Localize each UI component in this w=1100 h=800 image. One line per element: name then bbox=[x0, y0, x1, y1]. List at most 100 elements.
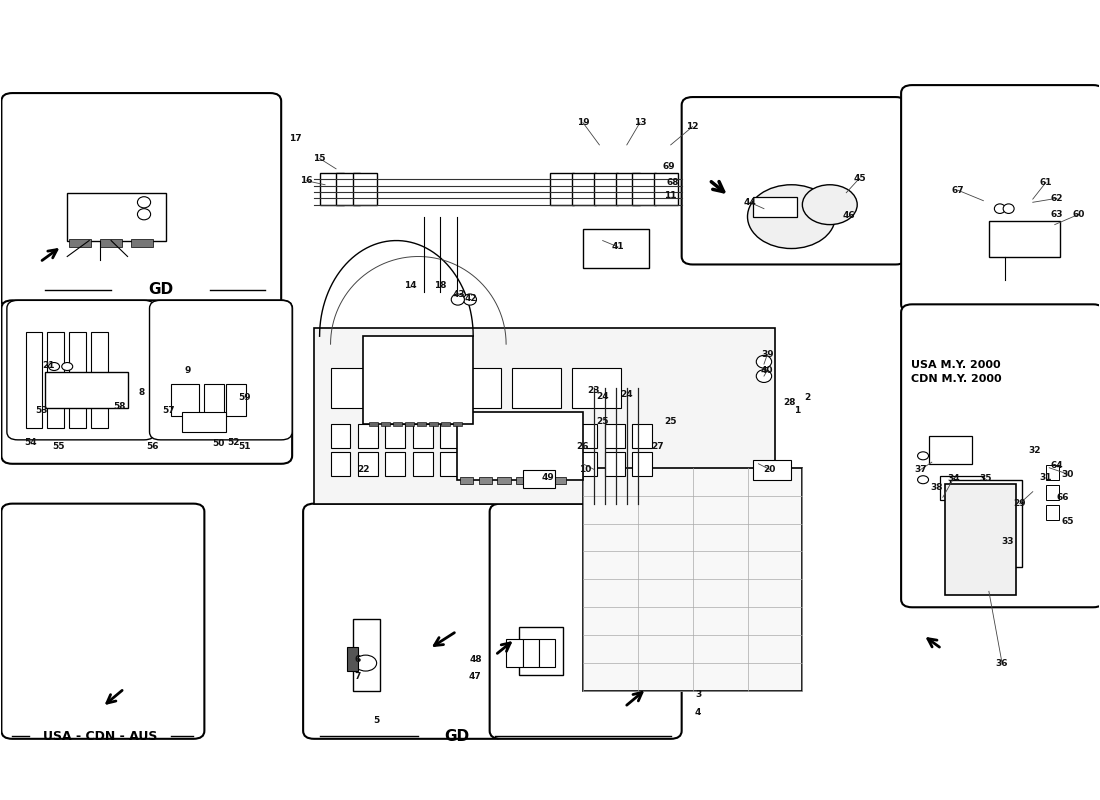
Text: 48: 48 bbox=[469, 654, 482, 663]
Text: 1: 1 bbox=[794, 406, 800, 415]
Bar bbox=[451, 368, 501, 408]
Bar bbox=[539, 639, 556, 667]
Bar bbox=[315, 328, 774, 504]
Bar bbox=[550, 452, 570, 476]
Bar bbox=[632, 452, 652, 476]
Bar bbox=[47, 332, 64, 428]
Text: 6: 6 bbox=[355, 654, 361, 663]
FancyBboxPatch shape bbox=[901, 304, 1100, 607]
Bar bbox=[205, 384, 224, 416]
Bar bbox=[385, 452, 405, 476]
Bar bbox=[393, 422, 402, 426]
Text: 58: 58 bbox=[113, 402, 127, 411]
Bar bbox=[754, 197, 796, 217]
Bar bbox=[131, 239, 153, 247]
Bar bbox=[522, 424, 542, 448]
Text: 61: 61 bbox=[1040, 178, 1053, 187]
Ellipse shape bbox=[138, 209, 151, 220]
Text: eurosparts: eurosparts bbox=[974, 196, 1026, 206]
Bar bbox=[346, 647, 358, 671]
Text: 27: 27 bbox=[651, 442, 663, 450]
Text: eurosparts: eurosparts bbox=[74, 602, 126, 612]
Bar bbox=[939, 476, 983, 500]
Text: 33: 33 bbox=[1001, 537, 1014, 546]
Bar bbox=[632, 424, 652, 448]
Ellipse shape bbox=[1003, 204, 1014, 214]
Bar bbox=[754, 460, 791, 480]
Bar bbox=[390, 368, 440, 408]
Bar bbox=[989, 221, 1060, 257]
Bar bbox=[654, 173, 679, 205]
Text: 13: 13 bbox=[634, 118, 646, 127]
Bar bbox=[405, 422, 414, 426]
Bar bbox=[550, 424, 570, 448]
FancyBboxPatch shape bbox=[304, 504, 506, 739]
Bar bbox=[381, 422, 389, 426]
Text: 62: 62 bbox=[1050, 194, 1064, 203]
Ellipse shape bbox=[757, 370, 771, 382]
Bar bbox=[440, 424, 460, 448]
Text: 40: 40 bbox=[761, 366, 773, 375]
Bar bbox=[69, 239, 91, 247]
Text: 20: 20 bbox=[763, 465, 776, 474]
Text: GD: GD bbox=[444, 729, 470, 744]
Text: 52: 52 bbox=[228, 438, 240, 446]
Text: 25: 25 bbox=[596, 417, 609, 426]
Bar bbox=[385, 424, 405, 448]
Text: eurosparts: eurosparts bbox=[755, 180, 806, 190]
Text: 68: 68 bbox=[667, 178, 679, 187]
Bar bbox=[417, 422, 426, 426]
Bar bbox=[516, 478, 529, 484]
Text: 47: 47 bbox=[469, 672, 482, 681]
Bar bbox=[616, 173, 640, 205]
Bar bbox=[578, 452, 597, 476]
Text: 29: 29 bbox=[1013, 499, 1026, 508]
Text: 18: 18 bbox=[434, 282, 447, 290]
Text: 24: 24 bbox=[596, 391, 609, 401]
Text: 2: 2 bbox=[805, 393, 811, 402]
Ellipse shape bbox=[451, 294, 464, 305]
FancyBboxPatch shape bbox=[490, 504, 682, 739]
Bar bbox=[550, 173, 574, 205]
Text: 7: 7 bbox=[355, 672, 361, 681]
Ellipse shape bbox=[757, 355, 771, 368]
Text: 69: 69 bbox=[662, 162, 674, 171]
Ellipse shape bbox=[917, 452, 928, 460]
Text: 38: 38 bbox=[930, 483, 943, 492]
Text: 51: 51 bbox=[239, 442, 251, 450]
Bar bbox=[478, 478, 492, 484]
Bar bbox=[363, 336, 473, 424]
FancyBboxPatch shape bbox=[150, 300, 293, 440]
Text: 35: 35 bbox=[979, 474, 992, 482]
Bar bbox=[1046, 486, 1059, 500]
Text: 24: 24 bbox=[620, 390, 634, 399]
Text: 32: 32 bbox=[1028, 446, 1042, 454]
Bar bbox=[468, 424, 487, 448]
Bar bbox=[412, 452, 432, 476]
Bar bbox=[605, 452, 625, 476]
Text: 21: 21 bbox=[42, 362, 55, 370]
Text: 45: 45 bbox=[854, 174, 866, 183]
Bar bbox=[535, 478, 548, 484]
Ellipse shape bbox=[48, 362, 59, 370]
Bar bbox=[460, 478, 473, 484]
Ellipse shape bbox=[463, 294, 476, 305]
Text: eurosparts: eurosparts bbox=[974, 474, 1026, 485]
Text: 50: 50 bbox=[212, 439, 224, 448]
Text: USA - CDN - AUS: USA - CDN - AUS bbox=[43, 730, 157, 743]
Text: 43: 43 bbox=[452, 290, 465, 299]
Text: 55: 55 bbox=[52, 442, 65, 450]
Bar bbox=[1046, 466, 1059, 480]
Text: 9: 9 bbox=[185, 366, 191, 375]
Bar bbox=[512, 368, 561, 408]
Bar bbox=[331, 424, 350, 448]
Text: 66: 66 bbox=[1056, 493, 1069, 502]
Text: 14: 14 bbox=[405, 282, 417, 290]
Ellipse shape bbox=[917, 476, 928, 484]
Bar bbox=[495, 452, 515, 476]
Bar bbox=[522, 452, 542, 476]
Text: 59: 59 bbox=[239, 393, 251, 402]
Bar bbox=[352, 619, 379, 691]
Bar bbox=[950, 480, 1022, 567]
Bar bbox=[91, 332, 108, 428]
